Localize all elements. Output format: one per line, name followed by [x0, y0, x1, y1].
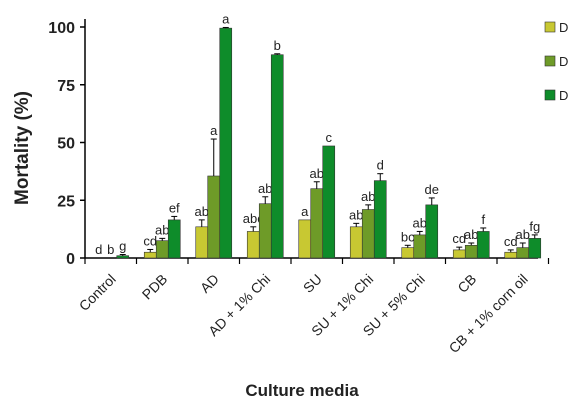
- bar: [207, 175, 221, 259]
- y-tick-label: 75: [57, 78, 75, 95]
- significance-letter: ab: [349, 207, 363, 222]
- significance-letter: a: [301, 204, 309, 219]
- bar: [528, 238, 542, 259]
- legend-swatch: [544, 89, 556, 101]
- bar: [167, 219, 181, 259]
- significance-letter: ef: [169, 200, 180, 215]
- bar: [452, 249, 466, 259]
- significance-letter: de: [425, 182, 439, 197]
- x-tick-label: PDB: [139, 271, 171, 303]
- x-tick-label: SU: [300, 271, 325, 296]
- significance-letter: ab: [413, 215, 427, 230]
- bar: [425, 204, 439, 259]
- significance-letter: fg: [529, 219, 540, 234]
- x-tick-label: Control: [76, 271, 119, 314]
- y-tick-label: 25: [57, 193, 75, 210]
- bar: [195, 226, 209, 259]
- x-axis-label: Culture media: [245, 381, 359, 400]
- bar: [413, 234, 427, 259]
- y-tick-label: 50: [57, 136, 75, 153]
- bar: [373, 180, 387, 259]
- significance-letter: ab: [155, 222, 169, 237]
- y-tick-label: 100: [48, 20, 75, 37]
- significance-letter: ab: [310, 166, 324, 181]
- bar: [322, 145, 336, 259]
- bar: [270, 54, 284, 259]
- significance-letter: ab: [195, 204, 209, 219]
- significance-letter: b: [274, 38, 281, 53]
- bar: [401, 247, 415, 259]
- significance-letter: b: [107, 242, 114, 257]
- significance-letter: abc: [243, 211, 264, 226]
- significance-letter: ab: [516, 227, 530, 242]
- bar: [476, 231, 490, 259]
- legend-swatch: [544, 55, 556, 67]
- bar: [219, 27, 233, 259]
- significance-letter: a: [210, 123, 218, 138]
- significance-letter: cd: [143, 233, 157, 248]
- x-tick-label: CB: [454, 271, 479, 296]
- bar: [143, 251, 157, 259]
- bar: [258, 203, 272, 259]
- bar: [504, 251, 518, 259]
- significance-letter: ab: [258, 181, 272, 196]
- legend-label: D: [559, 54, 568, 69]
- bar: [246, 231, 260, 259]
- significance-letter: ab: [361, 189, 375, 204]
- significance-letter: f: [481, 212, 485, 227]
- significance-letter: bc: [401, 229, 415, 244]
- significance-letter: ab: [464, 227, 478, 242]
- bar: [310, 188, 324, 259]
- legend-swatch: [544, 21, 556, 33]
- bar: [155, 240, 169, 259]
- bar: [464, 244, 478, 259]
- legend-label: D: [559, 20, 568, 35]
- significance-letter: d: [377, 158, 384, 173]
- significance-letter: d: [95, 242, 102, 257]
- x-tick-label: AD: [197, 271, 222, 296]
- significance-letter: cd: [452, 231, 466, 246]
- bar: [116, 255, 130, 259]
- bar: [361, 209, 375, 259]
- significance-letter: g: [119, 239, 126, 254]
- bar: [349, 226, 363, 259]
- significance-letter: a: [222, 11, 230, 26]
- bar: [516, 247, 530, 259]
- y-tick-label: 0: [66, 251, 75, 268]
- legend-label: D: [559, 88, 568, 103]
- significance-letter: c: [326, 130, 333, 145]
- significance-letter: cd: [504, 234, 518, 249]
- bar: [298, 219, 312, 259]
- y-axis-label: Mortality (%): [12, 91, 33, 205]
